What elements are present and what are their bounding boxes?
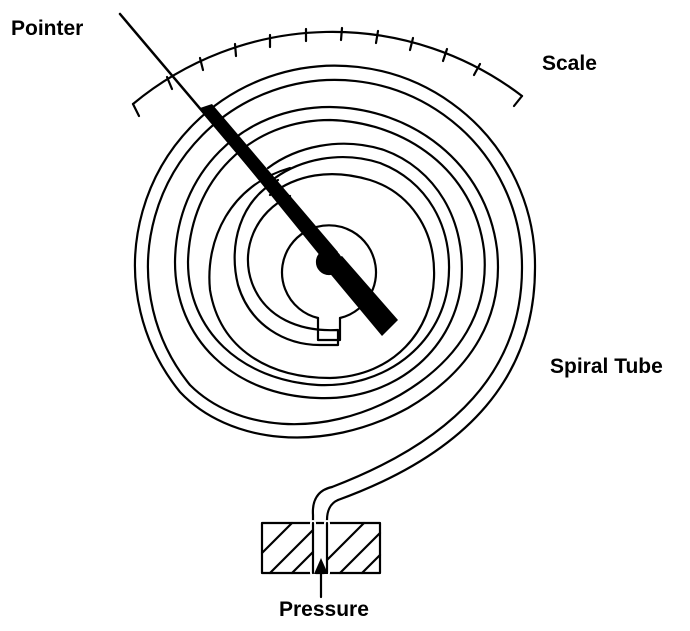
spiral-tube (133, 64, 537, 558)
spiral-tube-label: Spiral Tube (550, 355, 663, 378)
scale-arc (131, 30, 524, 106)
pointer-label: Pointer (11, 17, 84, 40)
pressure-label: Pressure (279, 598, 369, 621)
scale-label: Scale (542, 52, 597, 75)
scale-ticks (131, 26, 524, 118)
pointer-needle (118, 12, 398, 336)
